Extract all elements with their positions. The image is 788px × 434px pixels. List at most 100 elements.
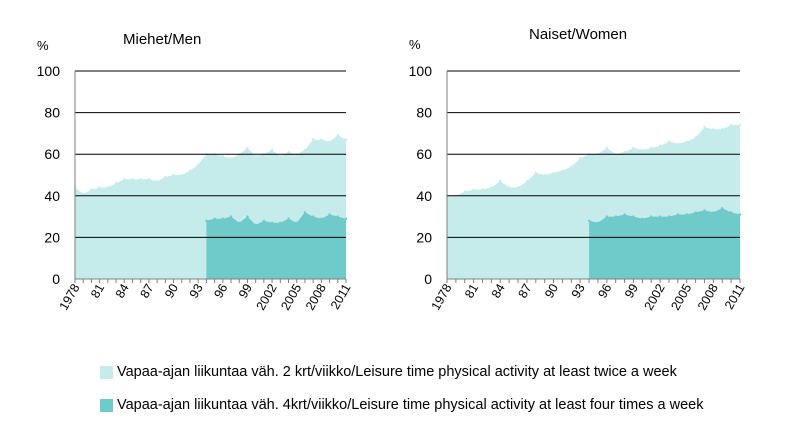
data-point (561, 169, 564, 172)
y-tick-label: 100 (409, 63, 433, 79)
data-point (312, 215, 315, 218)
data-point (641, 217, 644, 220)
x-tick-label: 2011 (328, 281, 354, 311)
data-point (213, 217, 216, 220)
data-point (164, 175, 167, 179)
data-point (320, 138, 323, 141)
data-point (721, 128, 724, 131)
data-point (287, 217, 290, 220)
data-point (490, 186, 493, 189)
area-series-four-times-a-week (206, 212, 346, 279)
x-tick-label: 99 (236, 281, 255, 300)
x-tick-label: 2002 (254, 281, 280, 312)
data-point (320, 217, 323, 220)
data-point (516, 186, 520, 189)
y-tick-label: 40 (44, 188, 60, 204)
data-point (172, 173, 175, 177)
data-point (254, 155, 257, 158)
data-point (552, 171, 555, 175)
x-tick-label: 93 (569, 281, 588, 300)
x-tick-label: 96 (595, 281, 614, 300)
data-point (229, 215, 233, 218)
y-unit-label: % (37, 38, 49, 53)
data-point (270, 148, 274, 152)
data-point (721, 207, 724, 210)
data-point (676, 142, 679, 145)
data-point (472, 188, 475, 191)
data-point (694, 136, 697, 139)
data-point (605, 215, 608, 218)
data-point (328, 140, 331, 143)
data-point (262, 219, 266, 222)
chart-panel-men: % Miehet/Men 0 20 40 60 80 100 1978 81 84 87 90 93 9… (37, 31, 354, 313)
data-point (508, 186, 511, 189)
x-tick-label: 81 (88, 281, 107, 300)
data-point (623, 150, 626, 154)
data-point (729, 211, 733, 214)
data-point (312, 138, 315, 141)
data-point (712, 211, 715, 214)
data-point (221, 155, 224, 158)
data-point (155, 180, 159, 183)
x-tick-label: 84 (489, 281, 508, 300)
data-point (90, 188, 93, 191)
x-tick-label: 2008 (303, 281, 329, 312)
data-point (147, 178, 151, 181)
data-point (221, 217, 224, 220)
data-point (106, 186, 110, 189)
y-tick-label: 80 (416, 105, 432, 121)
data-point (336, 215, 339, 218)
area-series-four-times-a-week (589, 208, 740, 279)
data-point (205, 219, 208, 222)
data-point (534, 171, 537, 175)
data-point (246, 215, 249, 218)
data-point (658, 144, 662, 148)
data-point (139, 178, 142, 181)
data-point (270, 221, 274, 224)
data-point (738, 213, 742, 216)
y-tick-label: 80 (44, 105, 60, 121)
x-tick-label: 87 (137, 281, 156, 300)
data-point (570, 165, 573, 168)
data-point (579, 157, 582, 160)
data-point (605, 146, 608, 150)
data-point (525, 180, 529, 183)
data-point (587, 219, 591, 222)
data-point (279, 155, 282, 158)
x-tick-label: 87 (515, 281, 534, 300)
data-point (131, 178, 134, 181)
legend-swatch (100, 398, 113, 412)
x-tick-label: 2005 (668, 281, 694, 312)
data-point (123, 178, 126, 181)
data-point (344, 217, 348, 220)
data-point (712, 128, 715, 131)
x-tick-label: 1978 (429, 281, 455, 312)
data-point (632, 215, 635, 218)
y-tick-label: 20 (416, 229, 432, 245)
chart-panel-women: % Naiset/Women 0 20 40 60 80 100 1978 81 84 87 90 9… (409, 26, 748, 313)
x-tick-label: 99 (622, 281, 641, 300)
y-tick-label: 40 (416, 188, 432, 204)
data-point (703, 126, 706, 129)
data-point (295, 221, 298, 224)
data-point (632, 146, 635, 150)
data-point (114, 182, 118, 185)
x-tick-label: 90 (162, 281, 181, 300)
data-point (254, 223, 257, 227)
data-point (82, 192, 85, 195)
legend-item-four-times-a-week: Vapaa-ajan liikuntaa väh. 4krt/viikko/Le… (100, 397, 703, 413)
data-point (180, 173, 183, 177)
data-point (596, 221, 600, 224)
legend-label: Vapaa-ajan liikuntaa väh. 2 krt/viikko/L… (117, 364, 677, 380)
legend-item-twice-a-week: Vapaa-ajan liikuntaa väh. 2 krt/viikko/L… (100, 364, 677, 380)
chart-title: Naiset/Women (529, 26, 627, 43)
data-point (481, 188, 484, 191)
data-point (246, 146, 249, 150)
data-point (238, 221, 241, 224)
data-point (328, 213, 331, 216)
y-tick-label: 20 (44, 229, 60, 245)
data-point (614, 215, 617, 218)
data-point (658, 215, 662, 218)
y-tick-label: 60 (44, 146, 60, 162)
